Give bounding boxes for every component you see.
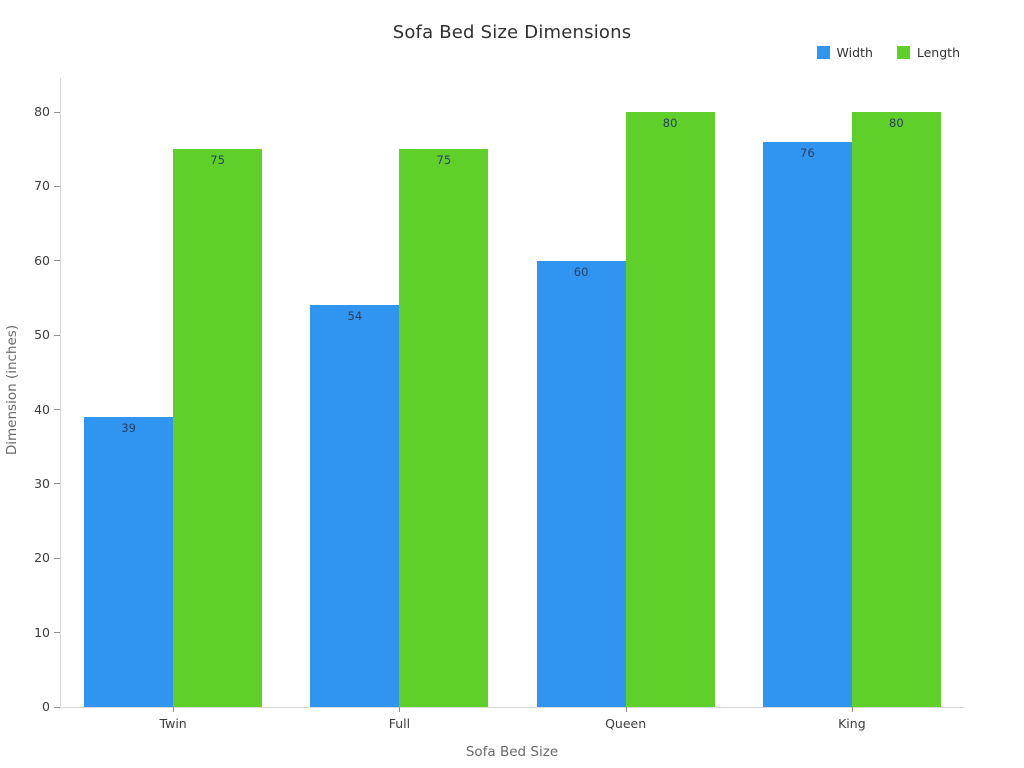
bar-value-label: 75 — [436, 153, 452, 168]
y-tick-label: 20 — [34, 550, 50, 566]
bar-length-queen — [625, 112, 715, 707]
x-tick-label-king: King — [838, 716, 866, 731]
x-tick-label-full: Full — [388, 716, 411, 731]
legend-label: Width — [836, 45, 873, 60]
bar-value-label: 76 — [800, 145, 815, 160]
y-tick-mark — [54, 706, 60, 708]
legend-item-length[interactable]: Length — [896, 45, 960, 60]
bar-width-full — [310, 305, 400, 707]
bar-value-label: 39 — [121, 420, 136, 435]
bar-value-label: 75 — [210, 153, 225, 168]
bar-width-king — [762, 141, 852, 707]
y-tick-mark — [54, 557, 60, 559]
y-tick-mark — [54, 632, 60, 634]
bar-value-label: 80 — [889, 116, 904, 130]
y-tick-label: 30 — [34, 475, 50, 491]
bar-width-queen — [536, 260, 626, 707]
x-tick-label-twin: Twin — [159, 716, 187, 731]
bar-value-label: 54 — [347, 309, 363, 324]
bar-length-twin — [173, 149, 263, 707]
legend-swatch-length — [896, 46, 910, 59]
y-tick-mark — [54, 260, 60, 262]
x-tick-mark — [851, 707, 853, 712]
x-tick-mark — [173, 707, 175, 712]
y-tick-label: 70 — [34, 178, 50, 194]
bar-value-label: 80 — [662, 116, 678, 130]
bar-length-full — [399, 149, 489, 707]
legend-label: Length — [916, 45, 960, 60]
legend-swatch-width — [816, 46, 830, 59]
y-tick-mark — [54, 185, 60, 187]
x-axis-title: Sofa Bed Size — [465, 744, 559, 760]
x-tick-mark — [399, 707, 401, 712]
y-tick-label: 80 — [34, 104, 50, 119]
x-tick-label-queen: Queen — [605, 716, 647, 731]
chart-title: Sofa Bed Size Dimensions — [392, 22, 632, 43]
x-tick-mark — [625, 707, 627, 712]
bar-width-twin — [84, 416, 174, 707]
y-tick-mark — [54, 409, 60, 410]
y-tick-label: 0 — [42, 699, 50, 714]
y-tick-label: 50 — [34, 327, 50, 343]
legend-item-width[interactable]: Width — [816, 45, 873, 60]
y-axis-title: Dimension (inches) — [4, 324, 20, 456]
y-tick-mark — [54, 483, 60, 485]
y-tick-mark — [54, 334, 60, 336]
x-axis-line — [60, 707, 965, 708]
y-tick-label: 60 — [34, 252, 50, 268]
bar-value-label: 60 — [573, 264, 589, 279]
y-axis-line — [60, 78, 61, 707]
bar-length-king — [851, 112, 941, 707]
legend: Width Length — [816, 45, 960, 60]
y-tick-label: 40 — [34, 401, 50, 417]
y-tick-label: 10 — [34, 624, 50, 640]
y-tick-mark — [54, 111, 60, 113]
